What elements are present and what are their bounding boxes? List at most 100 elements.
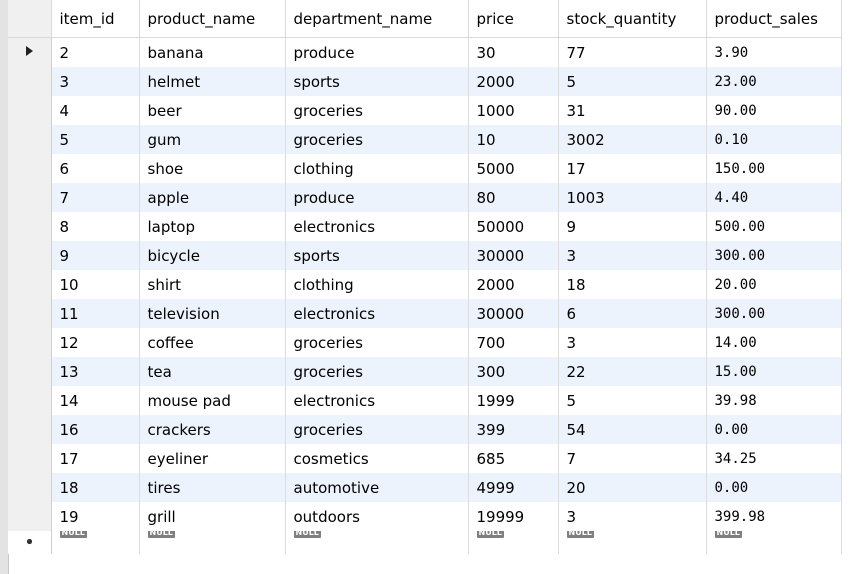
cell-product-name[interactable]: tires: [139, 473, 286, 502]
cell-stock-quantity[interactable]: 20: [558, 473, 707, 502]
table-row[interactable]: 6 shoe clothing 5000 17 150.00: [8, 154, 842, 183]
cell-product-sales[interactable]: 399.98: [706, 502, 842, 531]
cell-product-sales[interactable]: 0.00: [706, 473, 842, 502]
cell-product-name[interactable]: banana: [139, 37, 286, 67]
row-selector[interactable]: [8, 270, 52, 299]
cell-product-sales[interactable]: 39.98: [706, 386, 842, 415]
cell-price[interactable]: 5000: [468, 154, 559, 183]
cell-product-sales[interactable]: 300.00: [706, 299, 842, 328]
cell-price[interactable]: 399: [468, 415, 559, 444]
cell-stock-quantity[interactable]: 17: [558, 154, 707, 183]
cell-price[interactable]: 700: [468, 328, 559, 357]
cell-price[interactable]: 2000: [468, 67, 559, 96]
row-selector[interactable]: [8, 96, 52, 125]
column-header-stock-quantity[interactable]: stock_quantity: [558, 0, 707, 38]
cell-price[interactable]: 19999: [468, 502, 559, 531]
cell-product-sales[interactable]: 0.00: [706, 415, 842, 444]
cell-product-name[interactable]: eyeliner: [139, 444, 286, 473]
column-header-product-sales[interactable]: product_sales: [706, 0, 842, 38]
column-header-item-id[interactable]: item_id: [51, 0, 140, 38]
table-row[interactable]: 16 crackers groceries 399 54 0.00: [8, 415, 842, 444]
row-selector[interactable]: [8, 386, 52, 415]
table-row[interactable]: 9 bicycle sports 30000 3 300.00: [8, 241, 842, 270]
row-selector[interactable]: [8, 212, 52, 241]
cell-product-name[interactable]: television: [139, 299, 286, 328]
table-row[interactable]: 5 gum groceries 10 3002 0.10: [8, 125, 842, 154]
cell-item-id[interactable]: 8: [51, 212, 140, 241]
cell-stock-quantity[interactable]: 9: [558, 212, 707, 241]
cell-stock-quantity[interactable]: 18: [558, 270, 707, 299]
row-selector[interactable]: [8, 502, 52, 531]
cell-product-name[interactable]: laptop: [139, 212, 286, 241]
cell-stock-quantity[interactable]: 6: [558, 299, 707, 328]
cell-stock-quantity[interactable]: 5: [558, 386, 707, 415]
new-cell-item-id[interactable]: NULL: [51, 531, 140, 554]
new-cell-stock-quantity[interactable]: NULL: [558, 531, 707, 554]
cell-item-id[interactable]: 6: [51, 154, 140, 183]
cell-department-name[interactable]: clothing: [285, 154, 469, 183]
table-row[interactable]: 18 tires automotive 4999 20 0.00: [8, 473, 842, 502]
cell-department-name[interactable]: cosmetics: [285, 444, 469, 473]
cell-item-id[interactable]: 14: [51, 386, 140, 415]
table-row[interactable]: 12 coffee groceries 700 3 14.00: [8, 328, 842, 357]
cell-stock-quantity[interactable]: 77: [558, 37, 707, 67]
cell-item-id[interactable]: 17: [51, 444, 140, 473]
cell-product-sales[interactable]: 300.00: [706, 241, 842, 270]
cell-department-name[interactable]: electronics: [285, 299, 469, 328]
cell-department-name[interactable]: produce: [285, 37, 469, 67]
table-row[interactable]: 14 mouse pad electronics 1999 5 39.98: [8, 386, 842, 415]
new-row-selector[interactable]: [8, 531, 52, 554]
cell-item-id[interactable]: 16: [51, 415, 140, 444]
cell-price[interactable]: 1000: [468, 96, 559, 125]
cell-stock-quantity[interactable]: 1003: [558, 183, 707, 212]
table-row[interactable]: 17 eyeliner cosmetics 685 7 34.25: [8, 444, 842, 473]
cell-department-name[interactable]: groceries: [285, 125, 469, 154]
row-selector[interactable]: [8, 473, 52, 502]
cell-product-name[interactable]: shoe: [139, 154, 286, 183]
cell-product-name[interactable]: helmet: [139, 67, 286, 96]
cell-product-name[interactable]: shirt: [139, 270, 286, 299]
table-row[interactable]: 19 grill outdoors 19999 3 399.98: [8, 502, 842, 531]
cell-department-name[interactable]: automotive: [285, 473, 469, 502]
cell-item-id[interactable]: 7: [51, 183, 140, 212]
new-cell-product-name[interactable]: NULL: [139, 531, 286, 554]
row-selector[interactable]: [8, 154, 52, 183]
column-header-price[interactable]: price: [468, 0, 559, 38]
cell-department-name[interactable]: outdoors: [285, 502, 469, 531]
new-row[interactable]: NULL NULL NULL NULL NULL NULL: [8, 531, 842, 554]
cell-price[interactable]: 4999: [468, 473, 559, 502]
cell-department-name[interactable]: groceries: [285, 357, 469, 386]
cell-department-name[interactable]: electronics: [285, 386, 469, 415]
cell-stock-quantity[interactable]: 3: [558, 502, 707, 531]
cell-stock-quantity[interactable]: 3: [558, 328, 707, 357]
cell-price[interactable]: 50000: [468, 212, 559, 241]
cell-stock-quantity[interactable]: 5: [558, 67, 707, 96]
row-selector[interactable]: [8, 415, 52, 444]
row-selector[interactable]: [8, 125, 52, 154]
cell-product-sales[interactable]: 23.00: [706, 67, 842, 96]
cell-product-sales[interactable]: 0.10: [706, 125, 842, 154]
cell-department-name[interactable]: clothing: [285, 270, 469, 299]
cell-product-name[interactable]: mouse pad: [139, 386, 286, 415]
cell-stock-quantity[interactable]: 3002: [558, 125, 707, 154]
cell-product-sales[interactable]: 3.90: [706, 37, 842, 67]
cell-price[interactable]: 10: [468, 125, 559, 154]
cell-stock-quantity[interactable]: 3: [558, 241, 707, 270]
cell-department-name[interactable]: electronics: [285, 212, 469, 241]
cell-product-sales[interactable]: 4.40: [706, 183, 842, 212]
row-selector[interactable]: [8, 241, 52, 270]
cell-department-name[interactable]: produce: [285, 183, 469, 212]
cell-stock-quantity[interactable]: 31: [558, 96, 707, 125]
cell-stock-quantity[interactable]: 7: [558, 444, 707, 473]
cell-department-name[interactable]: groceries: [285, 415, 469, 444]
cell-item-id[interactable]: 9: [51, 241, 140, 270]
table-row[interactable]: 3 helmet sports 2000 5 23.00: [8, 67, 842, 96]
cell-product-sales[interactable]: 20.00: [706, 270, 842, 299]
cell-price[interactable]: 30000: [468, 241, 559, 270]
cell-department-name[interactable]: sports: [285, 67, 469, 96]
cell-product-name[interactable]: grill: [139, 502, 286, 531]
table-row[interactable]: 11 television electronics 30000 6 300.00: [8, 299, 842, 328]
cell-product-sales[interactable]: 90.00: [706, 96, 842, 125]
row-selector[interactable]: [8, 37, 52, 67]
